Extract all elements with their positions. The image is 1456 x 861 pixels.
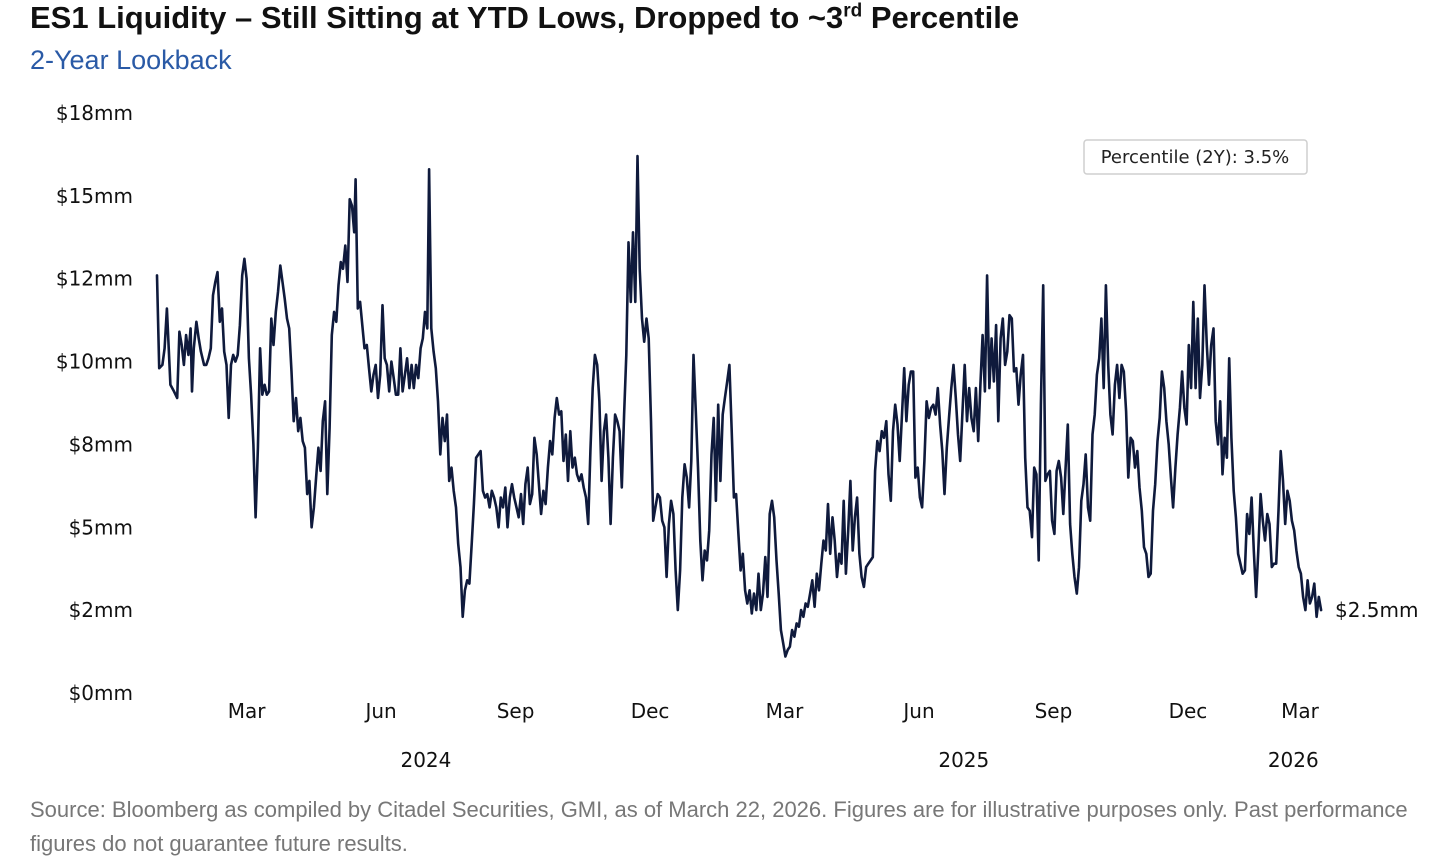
x-tick-label: Jun (901, 699, 934, 723)
x-tick-label: Sep (497, 699, 535, 723)
legend-text: Percentile (2Y): 3.5% (1101, 147, 1290, 168)
x-tick-label: Mar (766, 699, 805, 723)
y-tick-label: $0mm (69, 681, 133, 705)
y-tick-label: $15mm (56, 184, 133, 208)
y-tick-label: $2mm (69, 598, 133, 622)
x-tick-label: Dec (631, 699, 670, 723)
x-tick-label: Sep (1035, 699, 1073, 723)
x-tick-label: Dec (1169, 699, 1208, 723)
title-end: Percentile (862, 0, 1020, 35)
title-main: ES1 Liquidity – Still Sitting at YTD Low… (30, 0, 844, 35)
series-line-es1-liquidity (155, 154, 1323, 658)
y-tick-label: $12mm (56, 267, 133, 291)
x-tick-label: Jun (363, 699, 396, 723)
y-tick-label: $8mm (69, 432, 133, 456)
legend: Percentile (2Y): 3.5% (1083, 139, 1308, 175)
x-axis: Mar Jun Sep Dec Mar Jun Sep Dec Mar 2024 2025 2026 (228, 699, 1320, 772)
x-year-label: 2026 (1268, 748, 1319, 772)
legend-box (1083, 139, 1308, 175)
y-tick-label: $10mm (56, 350, 133, 374)
y-tick-label: $5mm (69, 515, 133, 539)
x-tick-label: Mar (1281, 699, 1320, 723)
chart-title: ES1 Liquidity – Still Sitting at YTD Low… (30, 0, 1019, 36)
title-superscript: rd (843, 0, 863, 22)
x-tick-label: Mar (228, 699, 267, 723)
line-chart: $0mm $2mm $5mm $8mm $10mm $12mm $15mm $18mm Mar… (56, 101, 1419, 772)
end-value-label: $2.5mm (1335, 598, 1419, 622)
y-axis: $0mm $2mm $5mm $8mm $10mm $12mm $15mm $18mm (56, 101, 133, 705)
x-year-label: 2025 (938, 748, 989, 772)
source-note: Source: Bloomberg as compiled by Citadel… (30, 797, 1408, 856)
chart-subtitle: 2-Year Lookback (30, 45, 232, 75)
y-tick-label: $18mm (56, 101, 133, 125)
x-year-label: 2024 (400, 748, 451, 772)
series-layer (155, 154, 1323, 658)
